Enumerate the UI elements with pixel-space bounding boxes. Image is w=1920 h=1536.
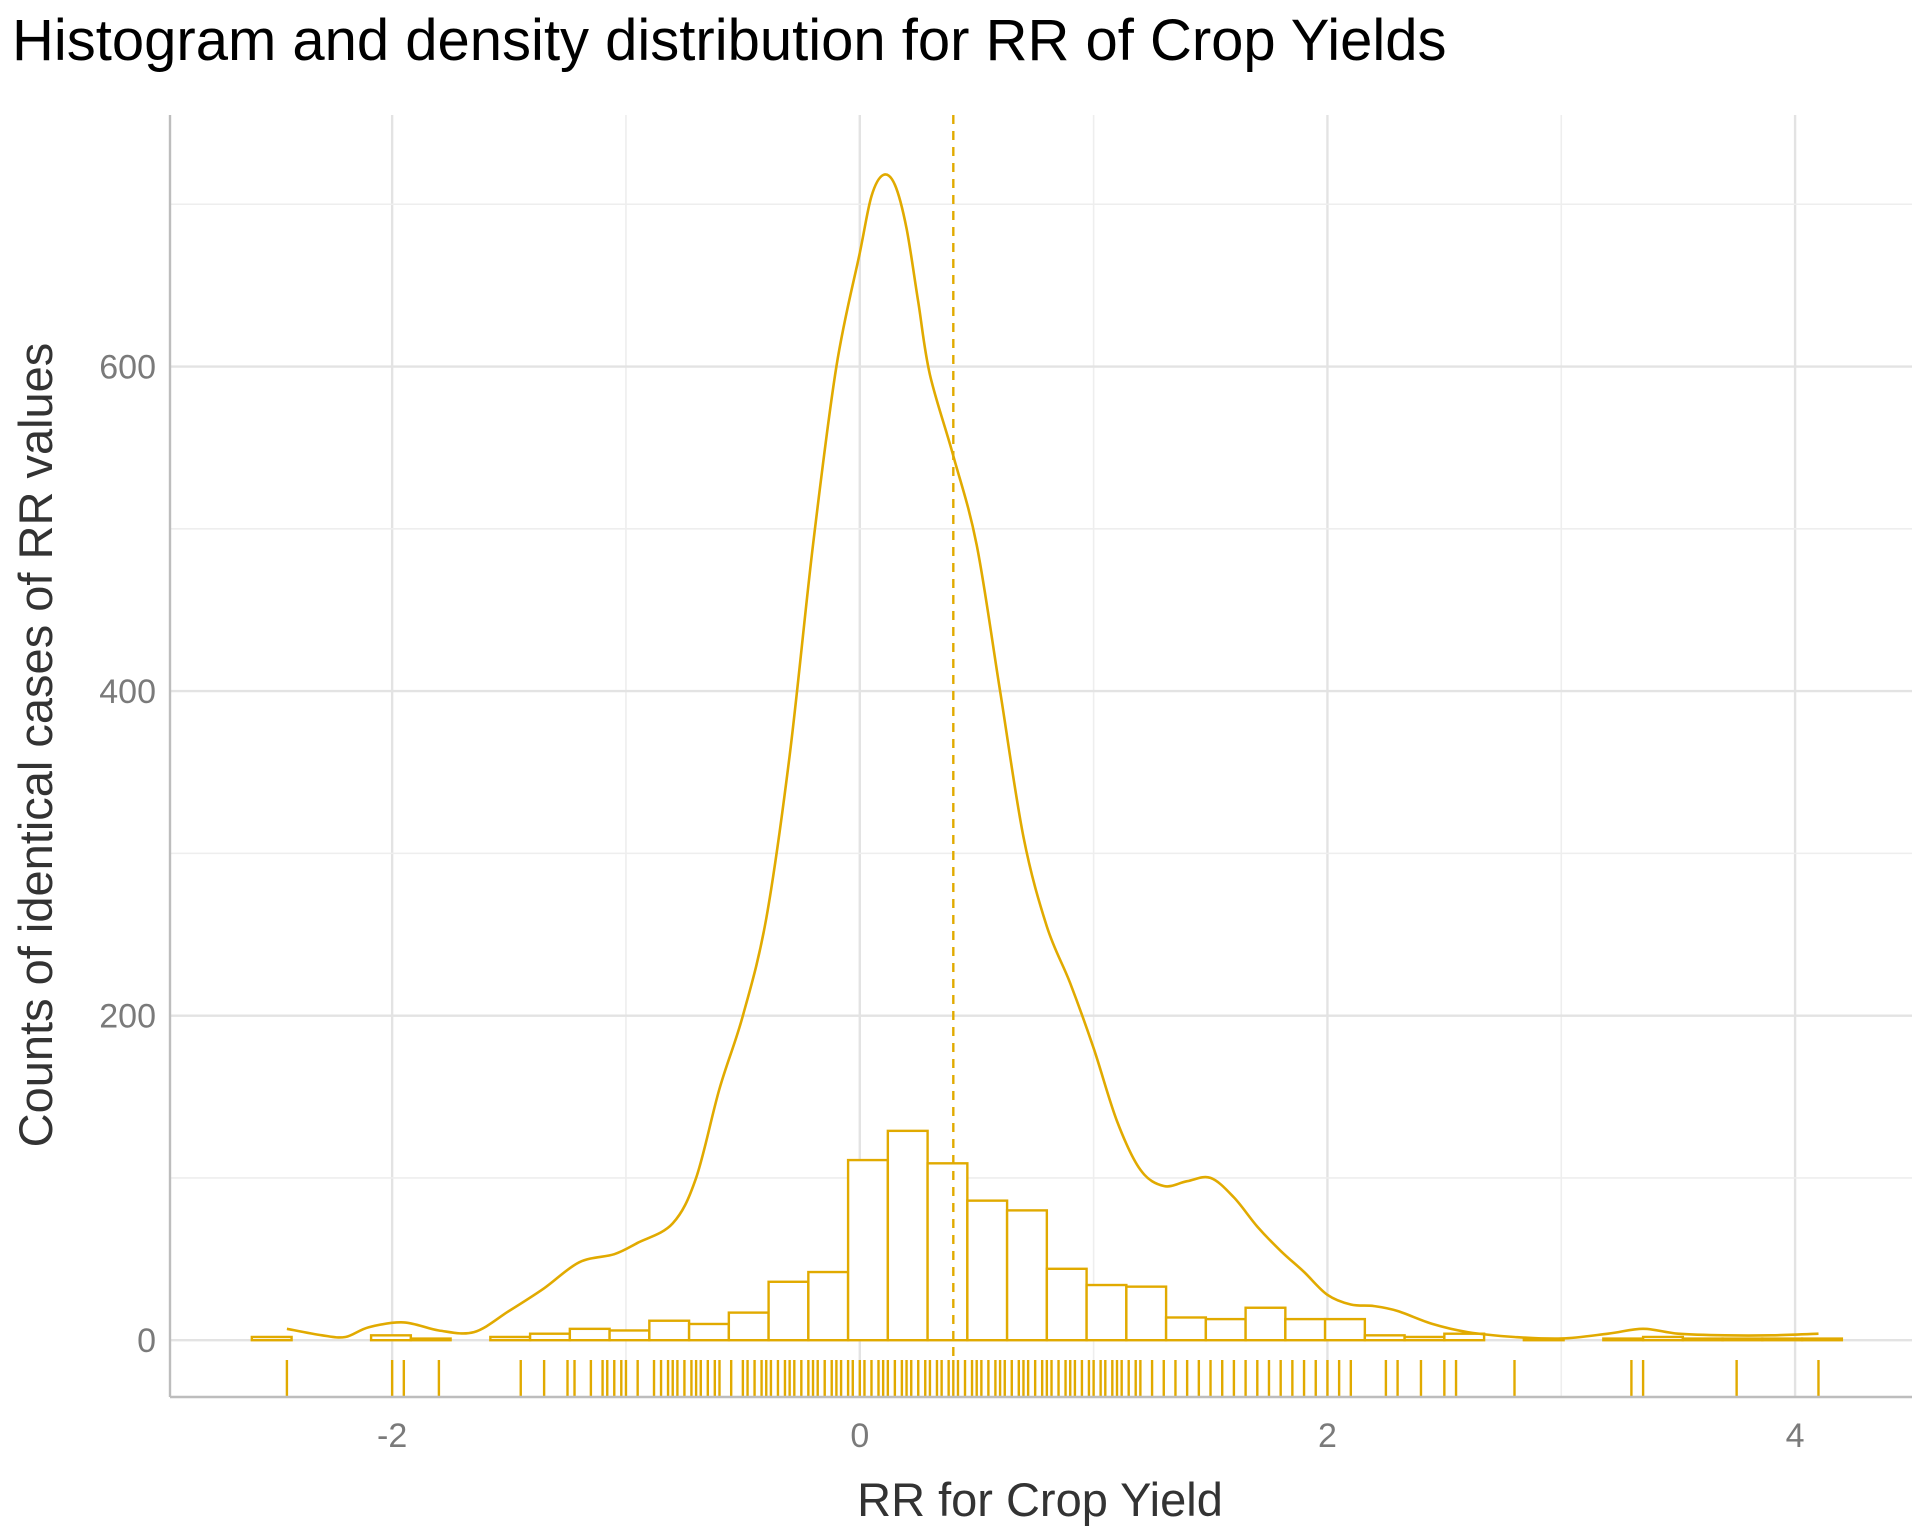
chart-title: Histogram and density distribution for R… <box>12 8 1447 73</box>
histogram-bar <box>1761 1337 1804 1342</box>
histogram-bar <box>1641 1335 1685 1342</box>
histogram-bar <box>1800 1337 1844 1342</box>
x-axis-title: RR for Crop Yield <box>857 1473 1223 1526</box>
histogram-bar <box>1005 1209 1049 1342</box>
histogram-bar <box>528 1332 572 1342</box>
tick-labels: -2 0 2 4 0 200 400 600 <box>99 349 1804 1455</box>
histogram-bars <box>250 1129 1844 1342</box>
histogram-bar <box>1602 1337 1645 1342</box>
y-tick-label: 0 <box>137 1322 156 1360</box>
rug-ticks <box>285 1360 1820 1397</box>
histogram-bar <box>1045 1267 1088 1342</box>
grid <box>170 115 1912 1397</box>
histogram-bar <box>1443 1332 1486 1342</box>
x-tick-label: 0 <box>850 1417 869 1455</box>
histogram-bar <box>608 1329 651 1342</box>
histogram-bar <box>648 1319 691 1342</box>
histogram-bar <box>1403 1335 1446 1342</box>
axes <box>168 115 1912 1399</box>
histogram-bar <box>1125 1285 1168 1342</box>
histogram-bar <box>1164 1316 1208 1342</box>
histogram-bar <box>369 1334 413 1342</box>
histogram-bar <box>1284 1317 1327 1342</box>
histogram-bar <box>886 1129 929 1342</box>
histogram-bar <box>1085 1283 1128 1342</box>
histogram-bar <box>966 1199 1009 1342</box>
histogram-bar <box>687 1322 731 1342</box>
y-tick-label: 600 <box>99 349 156 387</box>
histogram-bar <box>250 1335 293 1342</box>
x-tick-label: -2 <box>377 1417 407 1455</box>
histogram-bar <box>568 1327 611 1342</box>
histogram-bar <box>846 1158 890 1342</box>
histogram-bar <box>1204 1317 1247 1342</box>
histogram-bar <box>767 1280 810 1342</box>
x-tick-label: 4 <box>1786 1417 1805 1455</box>
histogram-bar <box>1681 1337 1724 1342</box>
histogram-bar <box>1323 1317 1367 1342</box>
y-tick-label: 400 <box>99 673 156 711</box>
density-curve <box>286 173 1819 1341</box>
y-tick-label: 200 <box>99 998 156 1036</box>
density-curve-layer <box>286 173 1819 1341</box>
histogram-bar <box>489 1335 532 1342</box>
histogram-bar <box>409 1337 452 1342</box>
histogram-bar <box>1721 1337 1764 1342</box>
histogram-bar <box>807 1270 850 1342</box>
histogram-bar <box>1244 1306 1287 1342</box>
histogram-bar <box>727 1311 770 1342</box>
histogram-bar <box>1363 1334 1406 1342</box>
y-axis-title: Counts of identical cases of RR values <box>9 343 62 1148</box>
x-tick-label: 2 <box>1318 1417 1337 1455</box>
histogram-bar <box>926 1162 969 1342</box>
